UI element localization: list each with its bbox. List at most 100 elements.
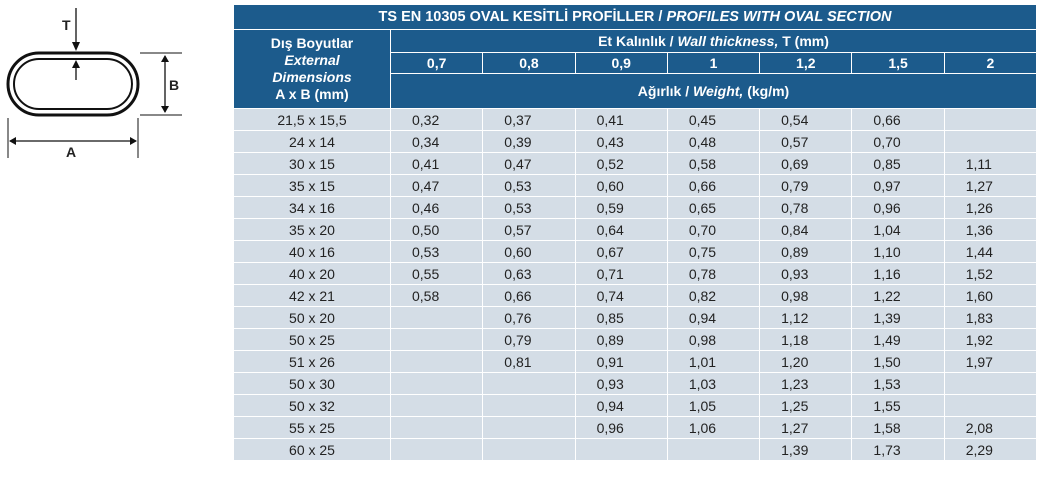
weight-cell: 0,78	[759, 196, 853, 219]
weight-cell: 0,71	[574, 262, 668, 285]
weight-cell: 0,94	[574, 394, 668, 417]
weight-cell: 0,32	[389, 108, 484, 131]
label-a: A	[66, 144, 76, 160]
thickness-value: 0,9	[574, 52, 668, 74]
weight-cell	[943, 372, 1038, 395]
weight-cell: 0,59	[574, 196, 668, 219]
weight-cell: 0,96	[574, 416, 668, 439]
weight-cell: 0,41	[389, 152, 484, 175]
weight-cell: 1,12	[759, 306, 853, 329]
weight-cell	[389, 306, 484, 329]
weight-cell: 1,55	[851, 394, 945, 417]
weight-cell: 1,20	[759, 350, 853, 373]
weight-cell: 1,73	[851, 438, 945, 461]
weight-cell: 0,43	[574, 130, 668, 153]
weight-cell	[666, 438, 761, 461]
thickness-value: 0,7	[389, 52, 484, 74]
weight-cell: 2,08	[943, 416, 1038, 439]
oval-outer-outline	[6, 51, 140, 117]
weight-cell: 0,79	[482, 328, 576, 351]
weight-cell: 1,36	[943, 218, 1038, 241]
table-row: 51 x 26 0,81 0,91 1,01 1,20 1,50 1,97	[233, 350, 1038, 373]
thickness-value: 2	[943, 52, 1038, 74]
dimension-cell: 50 x 20	[233, 306, 391, 329]
table-row: 40 x 20 0,55 0,63 0,71 0,78 0,93 1,16 1,52	[233, 262, 1038, 285]
table-row: 35 x 20 0,50 0,57 0,64 0,70 0,84 1,04 1,36	[233, 218, 1038, 241]
weight-cell: 1,22	[851, 284, 945, 307]
table-row: 42 x 21 0,58 0,66 0,74 0,82 0,98 1,22 1,60	[233, 284, 1038, 307]
dimension-cell: 50 x 25	[233, 328, 391, 351]
weight-cell: 0,82	[666, 284, 761, 307]
thickness-value: 1	[666, 52, 761, 74]
weight-cell: 1,83	[943, 306, 1038, 329]
weight-cell: 0,55	[389, 262, 484, 285]
weight-cell: 0,53	[482, 196, 576, 219]
weight-cell: 0,93	[759, 262, 853, 285]
weight-cell: 0,52	[574, 152, 668, 175]
weight-cell: 0,57	[759, 130, 853, 153]
weight-cell: 1,11	[943, 152, 1038, 175]
dimension-cell: 40 x 20	[233, 262, 391, 285]
weight-cell: 0,85	[574, 306, 668, 329]
thickness-value: 0,8	[482, 52, 576, 74]
table-row: 50 x 25 0,79 0,89 0,98 1,18 1,49 1,92	[233, 328, 1038, 351]
weight-cell: 0,47	[389, 174, 484, 197]
weight-cell: 0,91	[574, 350, 668, 373]
weight-cell: 0,66	[666, 174, 761, 197]
dimension-cell: 40 x 16	[233, 240, 391, 263]
weight-cell	[482, 372, 576, 395]
dimension-cell: 55 x 25	[233, 416, 391, 439]
weight-cell: 0,47	[482, 152, 576, 175]
weight-cell: 0,89	[574, 328, 668, 351]
weight-cell: 0,69	[759, 152, 853, 175]
weight-cell: 0,60	[574, 174, 668, 197]
weight-cell: 1,23	[759, 372, 853, 395]
weight-cell	[943, 108, 1038, 131]
weight-cell: 1,92	[943, 328, 1038, 351]
oval-profiles-table: TS EN 10305 OVAL KESİTLİ PROFİLLER / PRO…	[233, 4, 1038, 461]
table-row: 55 x 25 0,96 1,06 1,27 1,58 2,08	[233, 416, 1038, 439]
weight-cell	[943, 130, 1038, 153]
weight-cell: 0,97	[851, 174, 945, 197]
weight-cell: 0,74	[574, 284, 668, 307]
weight-cell: 1,97	[943, 350, 1038, 373]
dimension-cell: 60 x 25	[233, 438, 391, 461]
weight-cell: 0,85	[851, 152, 945, 175]
dimension-cell: 35 x 20	[233, 218, 391, 241]
weight-cell: 0,63	[482, 262, 576, 285]
table-row: 34 x 16 0,46 0,53 0,59 0,65 0,78 0,96 1,26	[233, 196, 1038, 219]
weight-cell: 0,66	[851, 108, 945, 131]
dimension-cell: 21,5 x 15,5	[233, 108, 391, 131]
weight-cell: 0,84	[759, 218, 853, 241]
weight-cell: 1,26	[943, 196, 1038, 219]
weight-cell: 0,58	[666, 152, 761, 175]
dimension-cell: 51 x 26	[233, 350, 391, 373]
weight-cell	[482, 416, 576, 439]
weight-cell: 0,81	[482, 350, 576, 373]
weight-cell: 0,94	[666, 306, 761, 329]
table-row: 24 x 14 0,34 0,39 0,43 0,48 0,57 0,70	[233, 130, 1038, 153]
dimension-cell: 30 x 15	[233, 152, 391, 175]
weight-cell: 1,58	[851, 416, 945, 439]
weight-cell: 0,98	[666, 328, 761, 351]
weight-cell	[574, 438, 668, 461]
weight-cell: 0,41	[574, 108, 668, 131]
dimension-cell: 35 x 15	[233, 174, 391, 197]
weight-cell	[389, 394, 484, 417]
weight-cell	[389, 328, 484, 351]
label-t: T	[62, 17, 71, 33]
weight-cell: 0,66	[482, 284, 576, 307]
weight-cell: 0,76	[482, 306, 576, 329]
weight-cell: 0,70	[851, 130, 945, 153]
weight-cell: 0,78	[666, 262, 761, 285]
table-row: 50 x 32 0,94 1,05 1,25 1,55	[233, 394, 1038, 417]
weight-cell: 1,49	[851, 328, 945, 351]
weight-cell: 1,53	[851, 372, 945, 395]
table-row: 50 x 20 0,76 0,85 0,94 1,12 1,39 1,83	[233, 306, 1038, 329]
thickness-header: Et Kalınlık / Wall thickness, T (mm)	[390, 29, 1037, 53]
weight-cell: 0,65	[666, 196, 761, 219]
table-row: 21,5 x 15,5 0,32 0,37 0,41 0,45 0,54 0,66	[233, 108, 1038, 131]
weight-header: Ağırlık / Weight, (kg/m)	[390, 73, 1037, 109]
weight-cell: 1,10	[851, 240, 945, 263]
weight-cell: 0,54	[759, 108, 853, 131]
